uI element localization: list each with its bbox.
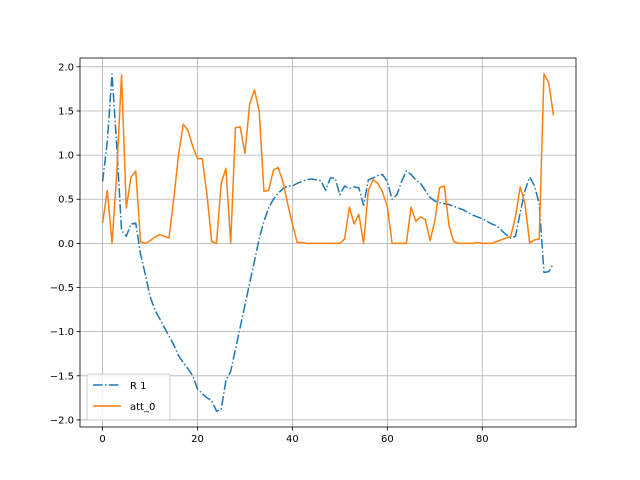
y-tick-label: 0.0 [58, 239, 74, 250]
axis-ticks: 0 20 40 60 80 −2.0 −1.5 −1.0 −0.5 0.0 0.5 1.0 1.5 2.0 [50, 62, 489, 445]
x-tick-label: 20 [191, 434, 204, 445]
legend-box [86, 373, 171, 421]
y-tick-label: −1.0 [50, 327, 74, 338]
legend-label: R 1 [130, 381, 147, 392]
x-tick-label: 0 [99, 434, 105, 445]
x-tick-label: 60 [381, 434, 394, 445]
series-lines [101, 73, 555, 412]
y-tick-label: −0.5 [50, 283, 74, 294]
y-tick-label: 1.5 [58, 106, 74, 117]
x-tick-label: 80 [476, 434, 489, 445]
legend-label: att_0 [130, 402, 155, 413]
plot-frame [79, 57, 577, 428]
x-tick-label: 40 [286, 434, 299, 445]
series-line-0 [101, 73, 555, 412]
legend: R 1 att_0 [86, 373, 171, 421]
gridlines [80, 58, 576, 427]
series-line-1 [101, 73, 555, 245]
y-tick-label: 1.0 [58, 151, 74, 162]
y-tick-label: 2.0 [58, 62, 74, 73]
y-tick-label: −2.0 [50, 415, 74, 426]
y-tick-label: −1.5 [50, 371, 74, 382]
y-tick-label: 0.5 [58, 195, 74, 206]
